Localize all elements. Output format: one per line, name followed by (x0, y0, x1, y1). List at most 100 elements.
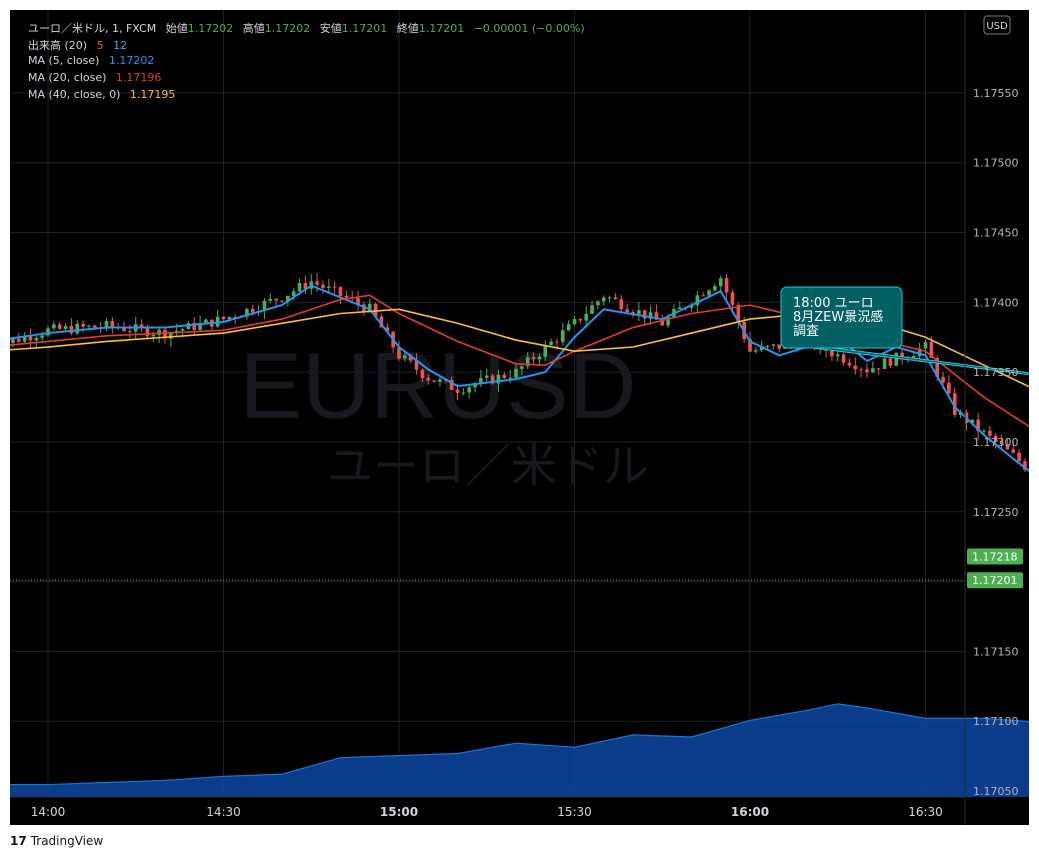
candle-body (87, 325, 91, 327)
annotation-line-2: 8月ZEW景況感 (793, 309, 883, 325)
time-tick-label: 16:00 (731, 805, 769, 819)
candle-body (1011, 449, 1016, 453)
candle-body (403, 355, 407, 359)
candle-body (882, 358, 887, 369)
candle-body (631, 312, 635, 314)
event-annotation[interactable]: 18:00 ユーロ 8月ZEW景況感 調査 (780, 286, 1029, 427)
candle-body (859, 369, 863, 371)
price-tick-label: 1.17550 (973, 87, 1019, 100)
candle-body (929, 342, 934, 359)
candle-body (584, 313, 588, 321)
candle-body (262, 300, 267, 312)
tradingview-logo-icon: 17 (10, 834, 27, 848)
candle-body (847, 362, 852, 366)
chart-frame: EURUSD ユーロ／米ドル 18:00 ユーロ 8月ZEW景況感 調査 1.1… (10, 10, 1029, 825)
candle-body (479, 377, 483, 384)
tradingview-branding[interactable]: 17 TradingView (10, 834, 103, 848)
candle-body (531, 357, 536, 360)
candle-body (678, 307, 682, 310)
annotation-line-1: 18:00 ユーロ (793, 296, 874, 311)
time-tick-label: 14:30 (206, 805, 241, 819)
candle-body (438, 379, 442, 382)
candle-body (484, 375, 489, 378)
currency-badge-label: USD (986, 21, 1008, 32)
candle-body (11, 338, 15, 343)
price-tick-label: 1.17450 (973, 227, 1019, 240)
candle-body (642, 310, 647, 319)
ma5-legend[interactable]: MA (5, close) 1.17202 (28, 54, 157, 67)
candlestick-chart[interactable]: EURUSD ユーロ／米ドル 18:00 ユーロ 8月ZEW景況感 調査 1.1… (10, 10, 1029, 825)
candle-body (952, 393, 957, 415)
candle-body (871, 368, 875, 373)
volume-legend[interactable]: 出来高 (20) 5 12 (28, 37, 130, 53)
candle-body (982, 430, 986, 432)
candle-body (724, 278, 729, 293)
candle-body (660, 319, 665, 326)
annotation-pointer (795, 345, 1029, 376)
candle-body (151, 334, 156, 337)
candle-body (93, 325, 97, 328)
volume-area (10, 703, 1029, 797)
low-value: 1.17201 (341, 22, 388, 35)
volume-outline (10, 703, 1029, 786)
candle-body (999, 441, 1004, 445)
ma20-legend[interactable]: MA (20, close) 1.17196 (28, 71, 164, 84)
candle-body (1017, 452, 1021, 462)
ma5-value: 1.17202 (108, 54, 155, 67)
candle-body (730, 292, 735, 305)
low-label: 安値 (319, 22, 342, 35)
candle-body (274, 298, 278, 301)
open-value: 1.17202 (187, 22, 234, 35)
candle-body (988, 430, 992, 436)
candle-body (625, 309, 629, 313)
candle-body (69, 325, 74, 334)
close-value: 1.17201 (418, 22, 465, 35)
candle-body (233, 316, 237, 318)
ma40-legend[interactable]: MA (40, close, 0) 1.17195 (28, 88, 178, 101)
candle-body (169, 332, 173, 339)
candle-body (935, 358, 939, 377)
candle-body (157, 329, 161, 335)
candle-body (713, 286, 717, 291)
price-axis[interactable]: 1.17550 1.17500 1.17450 1.17400 1.17350 1.173… (973, 87, 1019, 798)
ma20-label: MA (20, close) (28, 71, 107, 84)
candle-body (139, 324, 144, 328)
price-badges: 1.17218 1.17201 (967, 548, 1023, 589)
candle-body (145, 327, 150, 337)
candle-body (63, 325, 68, 329)
currency-badge-box (983, 15, 1011, 35)
candle-body (853, 365, 858, 370)
candle-body (449, 379, 454, 390)
ma40-line (10, 308, 1029, 388)
candle-body (28, 336, 33, 341)
candle-body (748, 339, 752, 352)
candle-body (490, 375, 495, 384)
candle-body (707, 290, 711, 296)
candle-body (566, 324, 571, 331)
ma20-value: 1.17196 (115, 71, 162, 84)
candle-body (414, 360, 419, 370)
candle-body (280, 300, 284, 302)
candle-body (555, 341, 559, 343)
time-tick-label: 15:30 (557, 805, 592, 819)
candle-body (637, 310, 641, 314)
candle-body (338, 287, 343, 297)
currency-badge[interactable]: USD (983, 15, 1011, 35)
candle-body (941, 376, 945, 383)
candle-body (835, 354, 840, 357)
candle-body (192, 323, 197, 330)
candle-body (718, 278, 723, 287)
candle-body (754, 350, 758, 352)
candle-body (900, 352, 904, 360)
time-tick-label: 14:00 (31, 805, 66, 819)
price-tick-label: 1.17300 (973, 436, 1019, 449)
time-tick-label: 16:30 (908, 805, 943, 819)
candle-body (122, 328, 126, 332)
candle-body (537, 356, 542, 360)
time-axis[interactable]: 14:0014:3015:0015:3016:0016:3017:0017:30… (31, 805, 1029, 819)
candle-body (601, 297, 606, 302)
candle-body (250, 308, 255, 313)
candle-body (701, 295, 705, 297)
candle-body (590, 305, 594, 314)
candle-body (912, 356, 916, 358)
